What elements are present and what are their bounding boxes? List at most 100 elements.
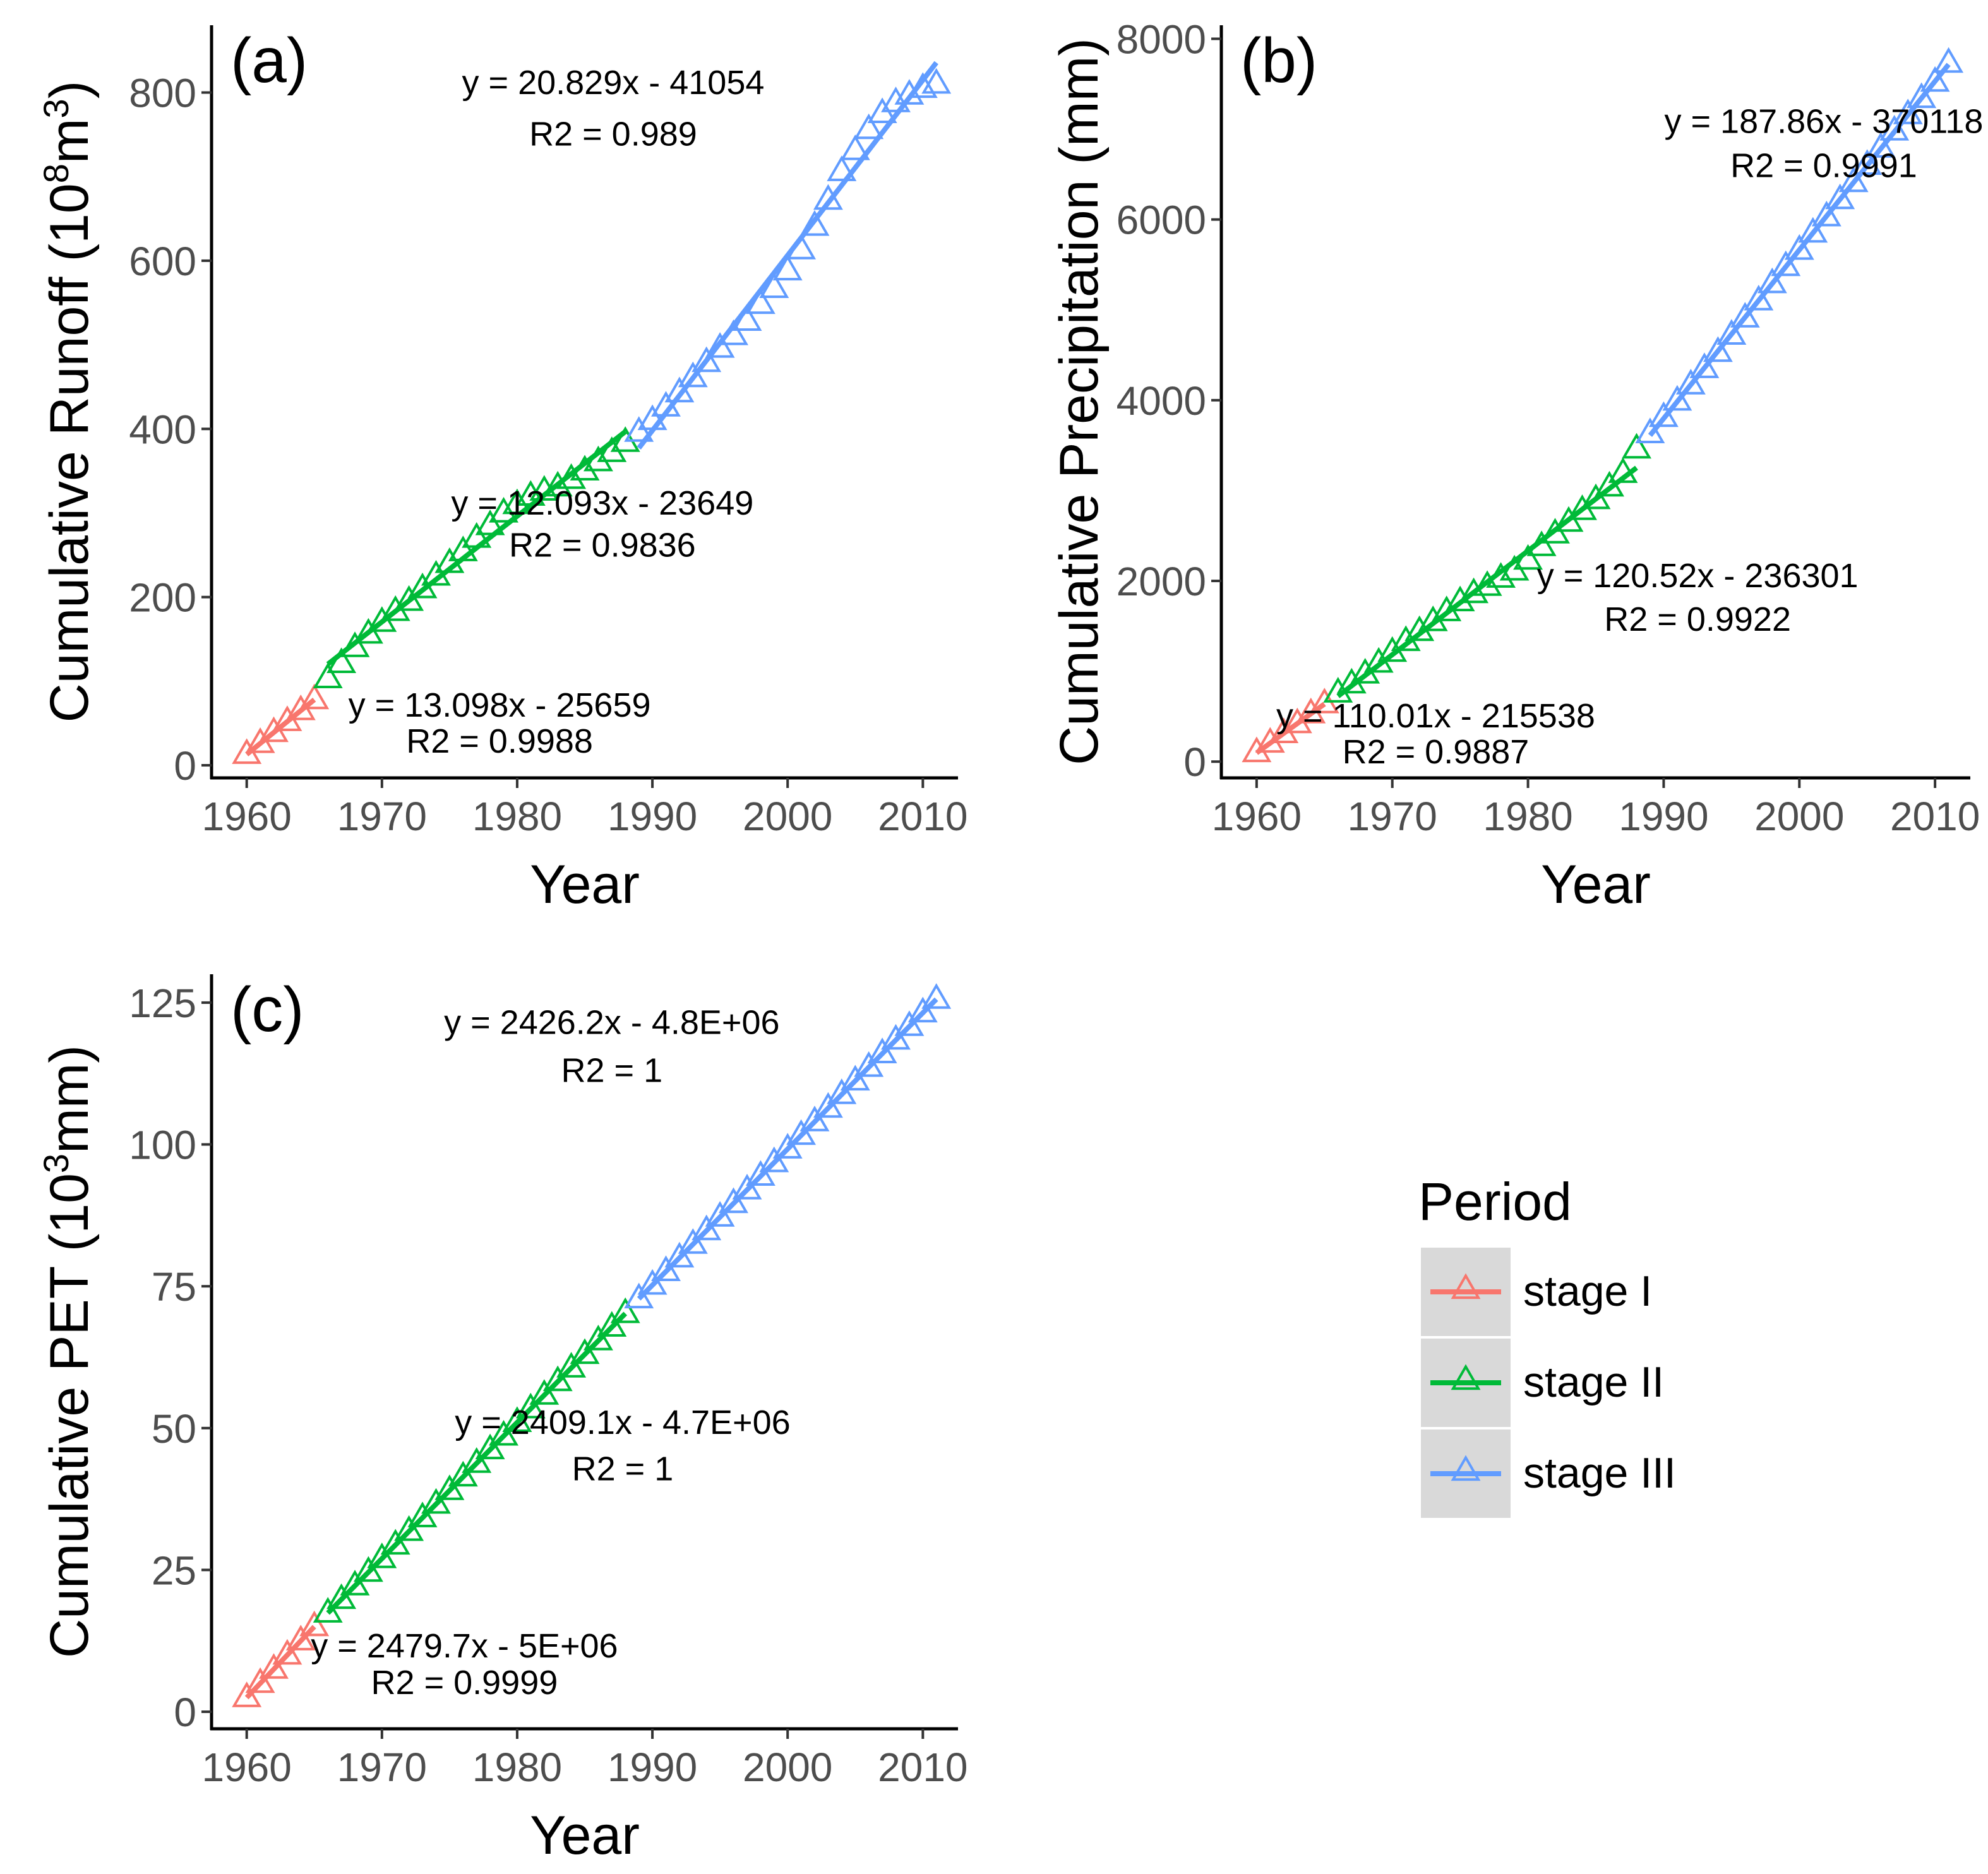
legend-key-triangle xyxy=(1451,1273,1481,1299)
point-stage-ii-a xyxy=(421,559,451,586)
regression-equation-a: y = 13.098x - 25659 xyxy=(349,686,651,724)
x-tick-label-b: 2010 xyxy=(1890,794,1980,839)
point-stage-iii-b xyxy=(1893,98,1923,124)
y-tick-label-a: 200 xyxy=(129,575,196,621)
point-stage-iii-a xyxy=(745,288,775,314)
regression-equation-a: y = 20.829x - 41054 xyxy=(462,64,765,102)
point-stage-i-c xyxy=(285,1625,316,1650)
point-stage-iii-b xyxy=(1703,336,1733,362)
regression-equation-b: y = 120.52x - 236301 xyxy=(1537,557,1859,595)
point-stage-iii-c xyxy=(759,1146,789,1173)
legend-title: Period xyxy=(1418,1172,1572,1231)
point-stage-iii-b xyxy=(1784,234,1814,260)
point-stage-iii-b xyxy=(1811,200,1841,227)
point-stage-iii-c xyxy=(881,1024,911,1050)
panel-label-c: (c) xyxy=(231,974,304,1045)
point-stage-ii-b xyxy=(1526,530,1557,556)
y-tick-label-c: 75 xyxy=(152,1264,196,1310)
point-stage-iii-a xyxy=(854,113,884,140)
y-axis-title-part: mm) xyxy=(39,1045,100,1154)
y-tick-label-c: 0 xyxy=(174,1690,196,1735)
regression-equation-c: y = 2479.7x - 5E+06 xyxy=(311,1627,618,1665)
point-stage-iii-b xyxy=(1648,401,1679,427)
point-stage-iii-b xyxy=(1635,417,1665,443)
point-stage-i-c xyxy=(272,1638,302,1665)
point-stage-iii-a xyxy=(719,319,748,345)
point-stage-iii-c xyxy=(854,1051,884,1077)
point-stage-iii-c xyxy=(664,1241,695,1268)
point-stage-iii-b xyxy=(1825,183,1855,210)
point-stage-ii-b xyxy=(1323,676,1353,703)
y-axis-title-part: 8 xyxy=(36,164,76,183)
x-tick-label-b: 1960 xyxy=(1212,794,1302,839)
panel-b: 0 2000 4000 6000 8000 1960 1970 1980 1990 2000 201… xyxy=(1049,16,1983,915)
point-stage-ii-c xyxy=(475,1433,505,1460)
point-stage-ii-a xyxy=(394,585,424,611)
point-stage-ii-c xyxy=(462,1447,492,1473)
point-stage-ii-c xyxy=(448,1460,478,1487)
point-stage-iii-c xyxy=(678,1228,708,1254)
point-stage-ii-c xyxy=(340,1570,370,1596)
y-tick-label-a: 400 xyxy=(129,407,196,452)
point-stage-i-c xyxy=(299,1610,330,1637)
r-squared-b: R2 = 0.9887 xyxy=(1343,733,1530,771)
point-stage-ii-c xyxy=(502,1406,532,1432)
point-stage-iii-a xyxy=(881,87,911,112)
series-stage-i-c xyxy=(232,1610,330,1707)
series-stage-iii-c xyxy=(624,983,952,1309)
x-tick-label-b: 1980 xyxy=(1483,794,1572,839)
y-tick-label-c: 25 xyxy=(152,1548,196,1593)
r-squared-a: R2 = 0.989 xyxy=(529,115,697,153)
legend-label: stage III xyxy=(1523,1449,1676,1497)
point-stage-ii-a xyxy=(462,522,492,548)
point-stage-iii-a xyxy=(921,68,952,94)
regression-equation-c: y = 2409.1x - 4.7E+06 xyxy=(455,1404,790,1441)
point-stage-ii-a xyxy=(529,475,560,501)
point-stage-ii-c xyxy=(597,1311,627,1337)
y-axis-title-part: ) xyxy=(39,81,100,99)
point-stage-iii-b xyxy=(1716,319,1747,345)
point-stage-iii-a xyxy=(907,72,938,98)
point-stage-iii-a xyxy=(732,305,762,331)
regression-equation-a: y = 12.093x - 23649 xyxy=(451,484,753,522)
regression-equation-b: y = 110.01x - 215538 xyxy=(1276,697,1595,735)
point-stage-ii-a xyxy=(583,445,613,472)
point-stage-ii-a xyxy=(489,497,518,523)
point-stage-ii-c xyxy=(380,1529,410,1555)
point-stage-iii-c xyxy=(732,1174,762,1200)
point-stage-ii-b xyxy=(1513,544,1543,570)
point-stage-ii-c xyxy=(394,1515,424,1541)
x-tick-label-a: 2010 xyxy=(878,794,967,839)
y-tick-label-a: 800 xyxy=(129,71,196,116)
point-stage-iii-b xyxy=(1730,302,1760,328)
x-tick-label-c: 1960 xyxy=(201,1745,291,1790)
x-axis-title-a: Year xyxy=(530,854,640,915)
y-axis-title-part: 3 xyxy=(36,98,76,118)
point-stage-iii-a xyxy=(799,210,830,236)
point-stage-iii-c xyxy=(799,1106,830,1131)
point-stage-i-a xyxy=(299,683,330,710)
point-stage-ii-c xyxy=(367,1543,397,1568)
x-tick-label-c: 2010 xyxy=(878,1745,967,1790)
legend-item-stage-ii: stage II xyxy=(1421,1339,1664,1427)
point-stage-i-b xyxy=(1255,727,1285,753)
x-tick-label-a: 2000 xyxy=(743,794,832,839)
panel-c: 0 25 50 75 100 125 1960 1970 1980 1990 2000 2010 Yea… xyxy=(36,974,968,1866)
series-stage-iii-b xyxy=(1635,47,1964,443)
point-stage-ii-c xyxy=(489,1419,518,1446)
point-stage-iii-b xyxy=(1920,66,1950,92)
point-stage-ii-a xyxy=(448,535,478,561)
series-stage-i-b xyxy=(1242,688,1339,763)
x-tick-label-a: 1990 xyxy=(608,794,697,839)
r-squared-b: R2 = 0.9922 xyxy=(1604,600,1791,638)
y-axis-title-c: Cumulative PET (103mm) xyxy=(36,1045,100,1658)
point-stage-iii-b xyxy=(1757,267,1787,294)
x-tick-label-a: 1970 xyxy=(337,794,427,839)
point-stage-iii-c xyxy=(719,1187,748,1214)
point-stage-iii-a xyxy=(678,361,708,388)
point-stage-ii-a xyxy=(542,470,573,497)
y-tick-label-b: 4000 xyxy=(1117,378,1206,424)
regression-equation-b: y = 187.86x - 370118 xyxy=(1665,102,1984,140)
r-squared-c: R2 = 1 xyxy=(572,1450,674,1488)
